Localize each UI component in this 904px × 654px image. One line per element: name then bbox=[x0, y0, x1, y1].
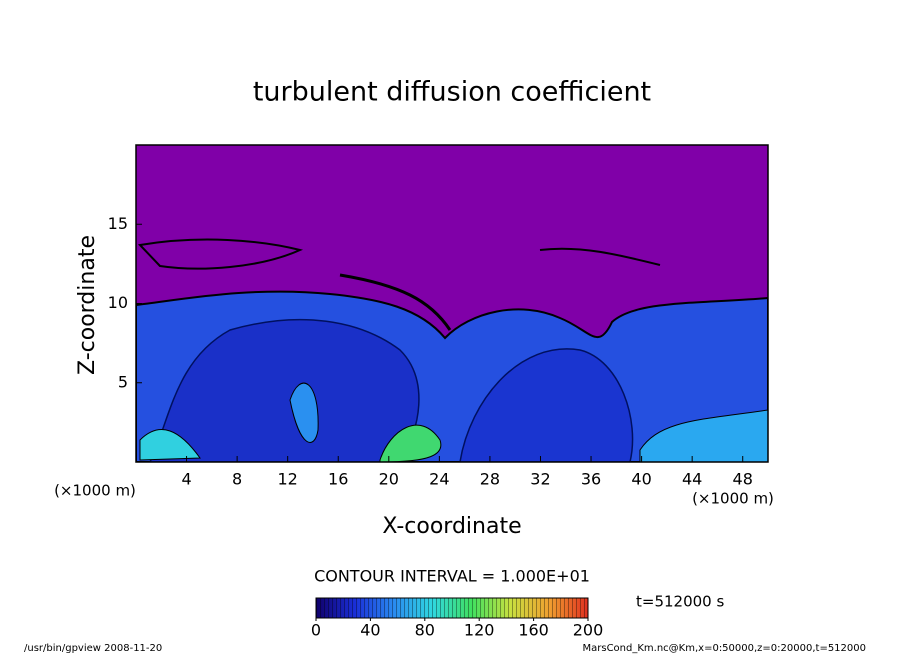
x-tick-label: 36 bbox=[581, 470, 601, 489]
field-contour bbox=[539, 247, 661, 266]
footer-left: /usr/bin/gpview 2008-11-20 bbox=[24, 643, 162, 654]
chart-title: turbulent diffusion coefficient bbox=[253, 77, 651, 108]
x-tick-label: 28 bbox=[480, 470, 500, 489]
field-contour bbox=[137, 238, 304, 270]
time-label: t=512000 s bbox=[636, 593, 724, 611]
x-tick-label: 20 bbox=[379, 470, 399, 489]
x-unit-label: (×1000 m) bbox=[692, 490, 774, 508]
colorbar-tick-label: 0 bbox=[311, 621, 321, 640]
field-contour bbox=[339, 273, 452, 331]
y-tick-label: 10 bbox=[108, 293, 128, 312]
field-region bbox=[459, 348, 634, 462]
x-tick-label: 16 bbox=[328, 470, 348, 489]
x-tick-label: 4 bbox=[181, 470, 191, 489]
colorbar-tick-label: 80 bbox=[415, 621, 435, 640]
y-tick-label: 15 bbox=[108, 214, 128, 233]
colorbar-tick-label: 40 bbox=[360, 621, 380, 640]
x-tick-label: 40 bbox=[631, 470, 651, 489]
field-region bbox=[149, 318, 420, 462]
x-tick-label: 48 bbox=[733, 470, 753, 489]
y-tick-label: 5 bbox=[118, 372, 128, 391]
y-axis-label: Z-coordinate bbox=[75, 235, 100, 375]
x-tick-label: 32 bbox=[530, 470, 550, 489]
contour-field bbox=[136, 145, 768, 462]
x-axis-label: X-coordinate bbox=[382, 514, 521, 539]
footer-right: MarsCond_Km.nc@Km,x=0:50000,z=0:20000,t=… bbox=[583, 643, 867, 654]
field-region bbox=[639, 409, 768, 462]
field-region bbox=[379, 424, 442, 462]
field-region bbox=[289, 382, 319, 443]
colorbar-frame bbox=[315, 597, 589, 619]
x-tick-label: 12 bbox=[278, 470, 298, 489]
y-unit-label: (×1000 m) bbox=[54, 482, 136, 500]
x-tick-label: 8 bbox=[232, 470, 242, 489]
x-tick-label: 44 bbox=[682, 470, 702, 489]
field-region bbox=[139, 429, 201, 461]
colorbar-tick-label: 200 bbox=[573, 621, 604, 640]
colorbar-tick-label: 160 bbox=[518, 621, 549, 640]
contour-interval: CONTOUR INTERVAL = 1.000E+01 bbox=[314, 567, 590, 586]
colorbar-tick-label: 120 bbox=[464, 621, 495, 640]
x-tick-label: 24 bbox=[429, 470, 449, 489]
